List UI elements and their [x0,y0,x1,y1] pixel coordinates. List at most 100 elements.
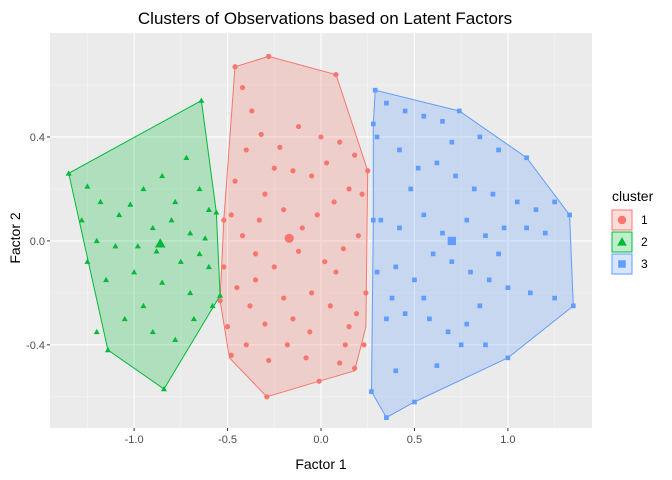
y-tick-label: 0.0 [30,236,45,248]
cluster-3-point [567,212,572,218]
cluster-2-point [104,347,111,353]
cluster-1-point [352,365,358,371]
cluster-3-point [453,173,458,179]
cluster-1-point [303,355,309,361]
cluster-2-point [172,198,179,205]
cluster-1-point [346,186,352,192]
cluster-2-point [183,154,190,160]
cluster-2-point [187,289,194,296]
cluster-1-point [365,168,371,174]
cluster-3-point [374,134,380,140]
cluster-1-point [243,342,249,348]
cluster-1-point [239,233,246,239]
cluster-3-point [421,212,427,218]
cluster-3-point [393,264,399,270]
legend-marker-3 [618,260,626,268]
x-tick-label: -0.5 [218,434,237,446]
cluster-1-point [228,352,234,358]
cluster-2-centroid [154,238,166,248]
cluster-2-point [93,328,100,335]
cluster-1-point [243,147,249,153]
cluster-1-point [324,160,330,166]
cluster-1-point [262,191,268,197]
cluster-2-point [161,386,167,392]
cluster-3-point [372,87,378,93]
cluster-1-point [333,269,339,275]
cluster-3-point [496,147,501,153]
cluster-1-point [331,199,337,205]
cluster-2-point [202,235,209,241]
cluster-3-point [542,230,548,236]
cluster-2-point [172,336,179,342]
cluster-1-point [307,329,313,335]
cluster-2-point [177,258,184,264]
cluster-2-point [168,217,175,223]
cluster-3-point [458,342,464,348]
legend-marker-2 [617,237,627,246]
x-tick-label: 1.0 [500,434,515,446]
cluster-1-point [281,207,287,213]
cluster-3-point [483,342,488,348]
x-axis-label: Factor 1 [295,456,347,472]
cluster-2-point [198,97,205,103]
cluster-3-point [421,295,427,301]
cluster-1-point [262,321,268,327]
cluster-2-point [121,315,128,322]
cluster-3-point [514,199,520,205]
cluster-3-point [501,225,507,231]
cluster-1-point [271,264,277,270]
cluster-3-point [524,225,529,231]
cluster-1-point [247,303,253,309]
cluster-1-point [340,246,347,252]
plot-panel [50,33,592,428]
cluster-1-point [353,311,360,317]
cluster-1-point [299,225,305,231]
cluster-1-point [228,212,234,218]
y-axis: -0.4 0.0 0.4 [26,132,50,352]
cluster-2-point [127,201,134,207]
legend-label-1: 1 [641,213,648,227]
cluster-3-point [440,230,445,236]
cluster-3-point [486,277,492,283]
cluster-1-point [221,217,227,223]
cluster-3-point [483,233,488,239]
cluster-3-point [533,207,539,213]
cluster-1-point [327,303,333,309]
x-tick-label: -1.0 [125,434,144,446]
cluster-3-point [408,186,414,192]
cluster-3-point [384,316,389,322]
cluster-1-point [221,264,227,270]
cluster-3-point [370,121,376,127]
cluster-1-point [252,277,259,283]
cluster-3-point [464,217,470,223]
cluster-3-point [384,415,389,420]
cluster-3-point [464,321,470,327]
cluster-2-point [205,206,212,212]
cluster-2-point [159,279,166,285]
cluster-2-point [112,243,119,249]
cluster-1-point [290,168,296,174]
cluster-3-point [552,295,557,301]
cluster-1-point [318,134,324,140]
cluster-3-point [490,191,496,197]
cluster-3-point [412,277,417,283]
cluster-1-point [224,324,231,330]
cluster-3-hull [370,89,574,419]
cluster-2-point [116,211,123,218]
cluster-3-point [369,389,374,394]
cluster-1-point [359,191,365,197]
cluster-2-point [217,292,224,298]
cluster-1-point [337,360,343,366]
cluster-2-point [78,217,85,223]
cluster-1-point [232,64,238,70]
cluster-3-point [449,139,455,145]
cluster-3-point [524,155,529,161]
cluster-1-point [322,259,328,265]
cluster-1-centroid [284,233,294,243]
cluster-3-point [430,251,436,257]
cluster-3-point [427,316,432,322]
cluster-3-point [477,134,483,140]
cluster-1-point [252,251,259,257]
cluster-3-point [378,217,384,223]
